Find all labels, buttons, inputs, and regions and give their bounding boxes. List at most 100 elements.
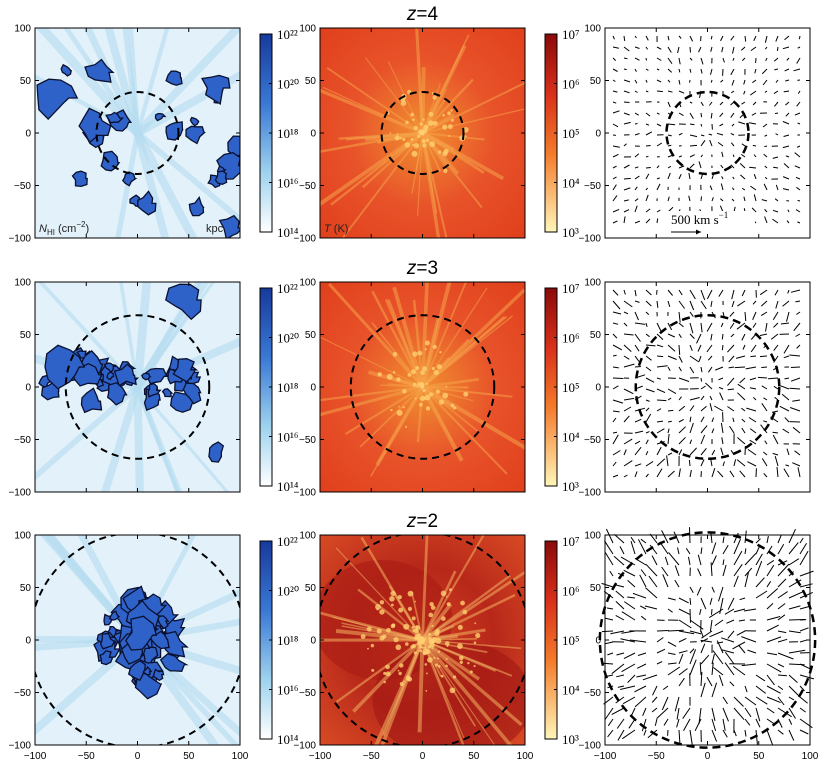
- velocity-arrow: [722, 544, 729, 555]
- velocity-arrow: [700, 630, 704, 638]
- velocity-arrow: [719, 101, 724, 106]
- velocity-arrow: [752, 101, 757, 106]
- velocity-arrow: [607, 729, 614, 738]
- velocity-arrow: [750, 355, 757, 358]
- x-tick-label: 0: [135, 751, 141, 762]
- velocity-arrow: [612, 110, 620, 114]
- velocity-arrow: [727, 344, 735, 353]
- velocity-arrow: [656, 112, 660, 115]
- velocity-arrow: [777, 563, 790, 577]
- velocity-arrow: [701, 630, 713, 639]
- cold-clump: [432, 639, 436, 644]
- velocity-arrow: [678, 300, 686, 309]
- velocity-arrow: [667, 322, 673, 331]
- velocity-arrow: [771, 410, 779, 413]
- y-tick-label: 50: [20, 76, 32, 87]
- velocity-arrow: [773, 322, 779, 328]
- velocity-arrow: [797, 90, 801, 94]
- cold-clump: [394, 135, 400, 141]
- cold-clump: [425, 382, 429, 386]
- y-tick-label: 50: [305, 330, 317, 341]
- velocity-arrow: [667, 433, 670, 445]
- velocity-arrow: [640, 569, 647, 577]
- velocity-arrow: [604, 707, 614, 720]
- velocity-arrow: [700, 671, 703, 687]
- velocity-arrow: [776, 46, 779, 51]
- velocity-arrow: [797, 122, 801, 125]
- velocity-arrow: [674, 579, 680, 588]
- velocity-arrow: [630, 536, 636, 544]
- velocity-arrow: [643, 729, 647, 736]
- velocity-arrow: [799, 707, 806, 713]
- hi-cloud: [137, 190, 157, 216]
- temp-filament: [415, 132, 424, 171]
- hi-filament: [119, 282, 140, 388]
- velocity-arrow: [712, 650, 724, 665]
- velocity-arrow: [612, 399, 624, 404]
- velocity-arrow: [786, 220, 790, 224]
- temp-filament: [422, 639, 496, 745]
- cold-clump: [402, 137, 406, 141]
- velocity-arrow: [678, 608, 691, 616]
- cold-clump: [424, 637, 427, 640]
- colorbar-label: 10³: [562, 479, 579, 494]
- colorbar-label: 10⁶: [562, 331, 580, 346]
- velocity-arrow: [612, 123, 619, 128]
- cold-clump: [410, 112, 415, 117]
- velocity-arrow: [645, 131, 653, 136]
- cold-clump: [424, 394, 431, 401]
- temp-filament: [328, 283, 424, 388]
- velocity-arrow: [711, 608, 713, 615]
- velocity-arrow: [634, 68, 637, 72]
- velocity-arrow: [678, 597, 689, 604]
- cold-clump: [383, 671, 387, 676]
- velocity-arrow: [639, 574, 647, 588]
- velocity-arrow: [777, 614, 786, 621]
- velocity-arrow: [755, 729, 758, 745]
- velocity-arrow: [678, 57, 681, 65]
- cold-clump: [445, 664, 448, 668]
- velocity-arrow: [667, 90, 673, 93]
- y-tick-label: 50: [590, 583, 602, 594]
- cold-clump: [437, 650, 441, 654]
- x-tick-label: 0: [705, 751, 711, 762]
- velocity-arrow: [612, 450, 621, 456]
- velocity-arrow: [700, 57, 704, 65]
- velocity-arrow: [667, 101, 671, 108]
- velocity-arrow: [744, 35, 747, 42]
- cold-clump: [450, 118, 454, 122]
- velocity-arrow: [667, 165, 672, 169]
- velocity-arrow: [645, 413, 652, 423]
- velocity-arrow: [700, 638, 709, 643]
- cold-clump: [412, 351, 418, 357]
- velocity-arrow: [766, 535, 769, 544]
- cold-clump: [473, 641, 477, 645]
- velocity-arrow: [763, 153, 768, 158]
- velocity-arrow: [612, 79, 616, 82]
- velocity-arrow: [667, 333, 676, 338]
- velocity-arrow: [752, 300, 757, 305]
- velocity-arrow: [627, 674, 636, 684]
- velocity-arrow: [683, 718, 691, 731]
- velocity-arrow: [719, 392, 724, 401]
- cold-clump: [441, 675, 444, 678]
- cold-clump: [428, 111, 434, 117]
- velocity-arrow: [689, 405, 695, 412]
- velocity-arrow: [711, 417, 715, 423]
- velocity-arrow: [623, 300, 633, 308]
- velocity-arrow: [772, 209, 779, 213]
- velocity-arrow: [623, 363, 635, 368]
- velocity-arrow: [741, 636, 757, 643]
- velocity-arrow: [744, 696, 757, 706]
- velocity-arrow: [730, 142, 735, 147]
- velocity-arrow: [601, 582, 614, 588]
- y-tick-label: 50: [305, 76, 317, 87]
- cold-clump: [390, 408, 393, 412]
- velocity-arrow: [622, 729, 636, 740]
- velocity-arrow: [699, 662, 702, 676]
- velocity-arrow: [622, 696, 636, 705]
- cold-clump: [450, 403, 455, 408]
- velocity-arrow: [744, 729, 747, 737]
- velocity-arrow: [755, 553, 763, 566]
